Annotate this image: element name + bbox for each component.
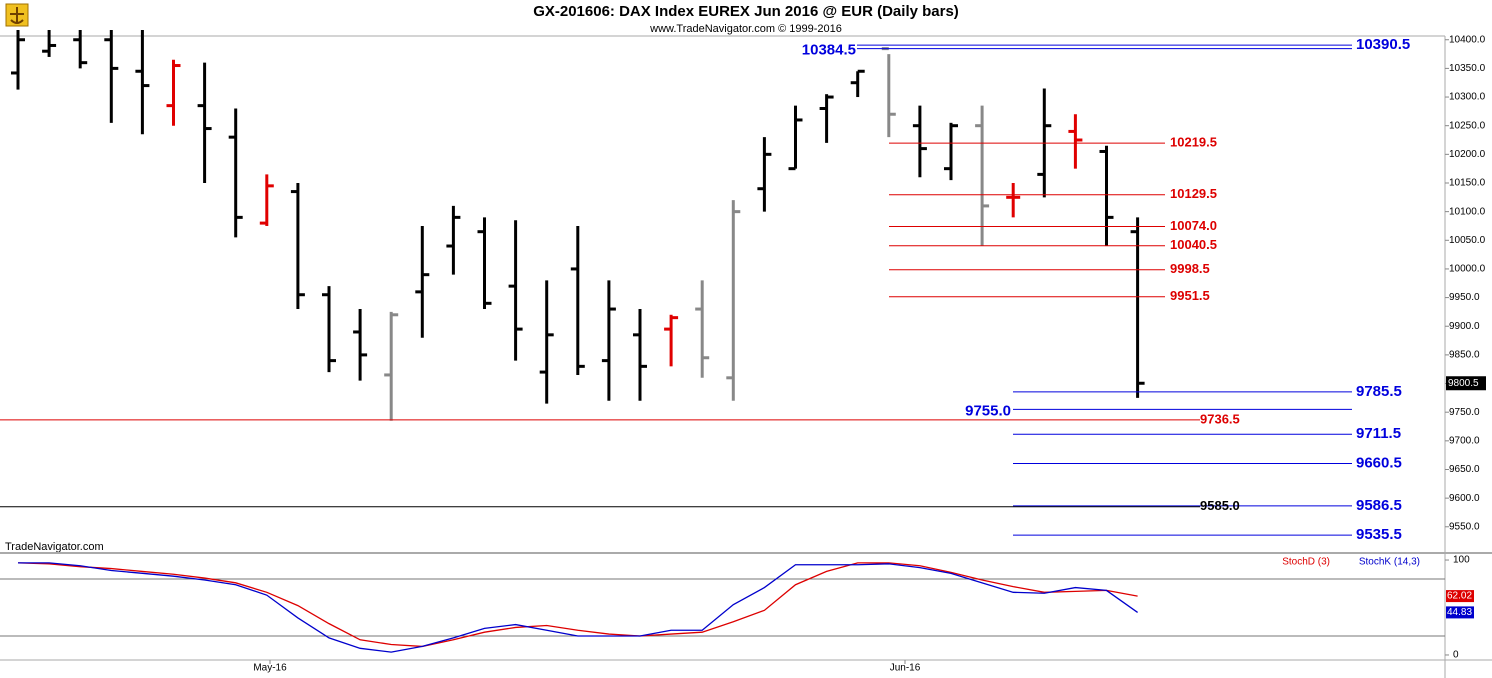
y-tick-label: 0 <box>1453 650 1459 661</box>
y-tick-label: 10300.0 <box>1449 92 1486 103</box>
level-label: 10040.5 <box>1170 237 1217 252</box>
x-tick-label: May-16 <box>253 663 287 674</box>
y-tick-label: 9750.0 <box>1449 407 1480 418</box>
last-value: 44.83 <box>1447 607 1472 618</box>
y-tick-label: 10250.0 <box>1449 120 1486 131</box>
level-label: 9586.5 <box>1356 497 1402 514</box>
y-tick-label: 9550.0 <box>1449 521 1480 532</box>
level-label: 9736.5 <box>1200 411 1240 426</box>
chart-subtitle: www.TradeNavigator.com © 1999-2016 <box>649 23 842 35</box>
level-label: 9711.5 <box>1356 425 1401 442</box>
y-tick-label: 10100.0 <box>1449 206 1486 217</box>
y-tick-label: 9700.0 <box>1449 435 1480 446</box>
watermark: TradeNavigator.com <box>5 541 104 553</box>
y-tick-label: 9600.0 <box>1449 493 1480 504</box>
y-tick-label: 10050.0 <box>1449 235 1486 246</box>
level-label: 10384.5 <box>802 42 856 59</box>
y-tick-label: 9650.0 <box>1449 464 1480 475</box>
last-price: 9800.5 <box>1448 378 1479 389</box>
level-label: 9998.5 <box>1170 261 1210 276</box>
stoch-line <box>18 562 1138 653</box>
last-value-box <box>1446 590 1474 603</box>
level-label: 10219.5 <box>1170 135 1217 150</box>
chart-title: GX-201606: DAX Index EUREX Jun 2016 @ EU… <box>533 3 959 20</box>
y-tick-label: 10150.0 <box>1449 178 1486 189</box>
level-label: 9585.0 <box>1200 498 1240 513</box>
y-tick-label: 9950.0 <box>1449 292 1480 303</box>
last-value-box <box>1446 606 1474 619</box>
y-tick-label: 9900.0 <box>1449 321 1480 332</box>
stoch-line <box>17 562 1138 648</box>
legend-label: StochK (14,3) <box>1359 557 1420 568</box>
y-tick-label: 10200.0 <box>1449 149 1486 160</box>
level-label: 10074.0 <box>1170 218 1217 233</box>
level-label: 9785.5 <box>1356 383 1402 400</box>
price-pane <box>11 30 1145 421</box>
x-tick-label: Jun-16 <box>890 663 921 674</box>
logo <box>5 3 29 27</box>
y-tick-label: 10350.0 <box>1449 63 1486 74</box>
level-label: 10390.5 <box>1356 36 1410 53</box>
legend-label: StochD (3) <box>1282 557 1330 568</box>
y-tick-label: 100 <box>1453 555 1470 566</box>
level-label: 9660.5 <box>1356 454 1402 471</box>
level-label: 9755.0 <box>965 402 1011 419</box>
last-price-box <box>1446 376 1486 391</box>
level-label: 9535.5 <box>1356 526 1402 543</box>
last-value: 62.02 <box>1447 591 1472 602</box>
y-tick-label: 10400.0 <box>1449 34 1486 45</box>
y-tick-label: 9850.0 <box>1449 350 1480 361</box>
level-label: 10129.5 <box>1170 186 1217 201</box>
y-tick-label: 10000.0 <box>1449 264 1486 275</box>
level-label: 9951.5 <box>1170 288 1210 303</box>
